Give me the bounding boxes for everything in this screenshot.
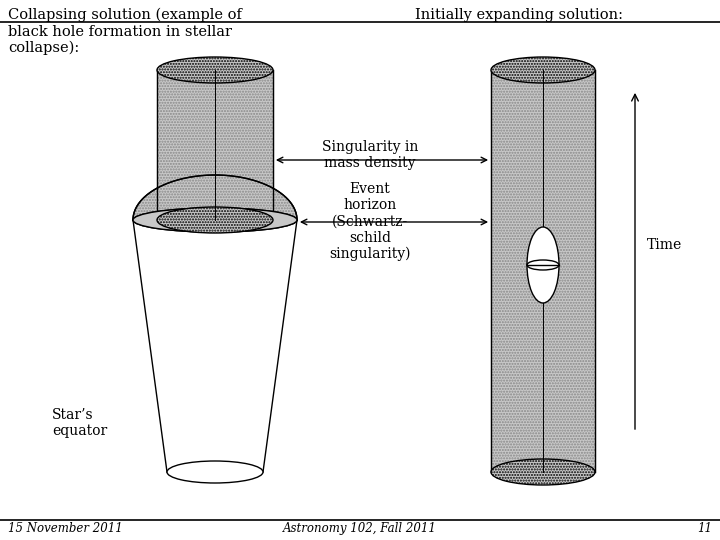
Text: Time: Time [647,238,683,252]
Text: Star’s
equator: Star’s equator [52,408,107,438]
Text: Initially expanding solution:: Initially expanding solution: [415,8,623,22]
Text: 15 November 2011: 15 November 2011 [8,522,122,535]
Polygon shape [133,175,297,220]
Ellipse shape [133,208,297,232]
Ellipse shape [491,57,595,83]
Ellipse shape [527,227,559,303]
Polygon shape [133,220,297,472]
Ellipse shape [157,57,273,83]
Text: Event
horizon
(Schwartz-
schild
singularity): Event horizon (Schwartz- schild singular… [329,182,410,261]
Polygon shape [491,70,595,472]
Polygon shape [133,175,297,232]
Ellipse shape [167,461,263,483]
Ellipse shape [157,207,273,233]
Text: Astronomy 102, Fall 2011: Astronomy 102, Fall 2011 [283,522,437,535]
Text: 11: 11 [697,522,712,535]
Text: Collapsing solution (example of
black hole formation in stellar
collapse):: Collapsing solution (example of black ho… [8,8,242,55]
Polygon shape [157,70,273,220]
Ellipse shape [491,459,595,485]
Text: Singularity in
mass density: Singularity in mass density [322,140,418,170]
Ellipse shape [133,208,297,232]
